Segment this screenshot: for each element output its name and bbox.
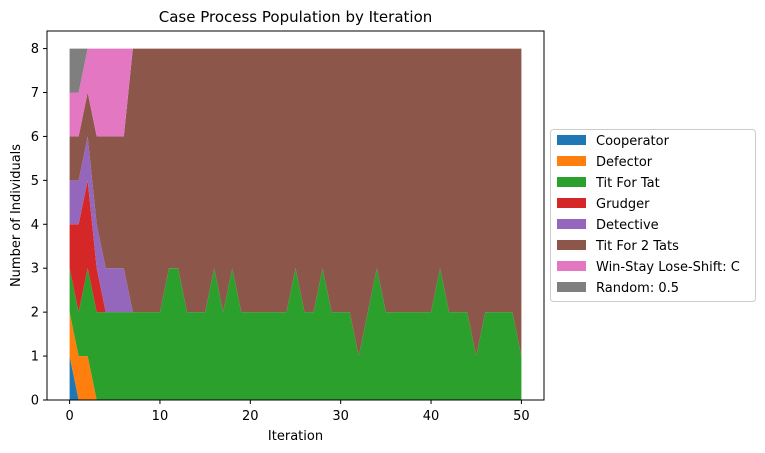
legend-swatch-defector xyxy=(557,156,586,166)
legend-label-grudger: Grudger xyxy=(596,197,650,212)
legend-label-random-0-5: Random: 0.5 xyxy=(596,281,679,296)
x-tick-label: 20 xyxy=(242,409,259,424)
chart-title: Case Process Population by Iteration xyxy=(159,8,433,26)
legend-swatch-win-stay-lose-shift-c xyxy=(557,261,586,271)
y-tick-label: 6 xyxy=(31,130,39,145)
x-axis: 0 10 20 30 40 50 xyxy=(65,400,530,424)
x-axis-title: Iteration xyxy=(268,429,323,444)
legend-swatch-random-0-5 xyxy=(557,282,586,292)
y-axis-title: Number of Individuals xyxy=(9,144,24,287)
x-tick-label: 30 xyxy=(332,409,349,424)
y-tick-label: 4 xyxy=(31,218,39,233)
y-tick-label: 3 xyxy=(31,262,39,277)
area-tit-for-2-tats xyxy=(69,48,522,357)
legend-swatch-cooperator xyxy=(557,135,586,145)
plot-areas xyxy=(69,48,522,400)
legend-label-defector: Defector xyxy=(596,155,653,170)
area-tit-for-tat xyxy=(69,268,522,400)
legend-label-tit-for-tat: Tit For Tat xyxy=(595,176,660,191)
y-tick-label: 7 xyxy=(31,86,39,101)
y-tick-label: 5 xyxy=(31,174,39,189)
legend-label-cooperator: Cooperator xyxy=(596,134,670,149)
area-win-stay-lose-shift-c xyxy=(69,48,522,137)
legend-swatch-detective xyxy=(557,219,586,229)
legend-swatch-tit-for-2-tats xyxy=(557,240,586,250)
x-tick-label: 0 xyxy=(65,409,73,424)
x-tick-label: 10 xyxy=(152,409,169,424)
legend-swatch-tit-for-tat xyxy=(557,177,586,187)
x-tick-label: 40 xyxy=(423,409,440,424)
plot-frame xyxy=(46,30,545,401)
y-tick-label: 1 xyxy=(31,350,39,365)
legend-label-win-stay-lose-shift-c: Win-Stay Lose-Shift: C xyxy=(596,260,740,275)
legend-box xyxy=(550,129,756,302)
legend-label-tit-for-2-tats: Tit For 2 Tats xyxy=(595,239,679,254)
y-tick-label: 0 xyxy=(31,394,39,409)
x-tick-label: 50 xyxy=(513,409,530,424)
legend-swatch-grudger xyxy=(557,198,586,208)
legend-label-detective: Detective xyxy=(596,218,659,233)
legend: Cooperator Defector Tit For Tat Grudger Dete… xyxy=(550,129,756,302)
y-tick-label: 2 xyxy=(31,306,39,321)
y-tick-label: 8 xyxy=(31,42,39,57)
y-axis: 0 1 2 3 4 5 6 7 8 xyxy=(31,42,47,409)
